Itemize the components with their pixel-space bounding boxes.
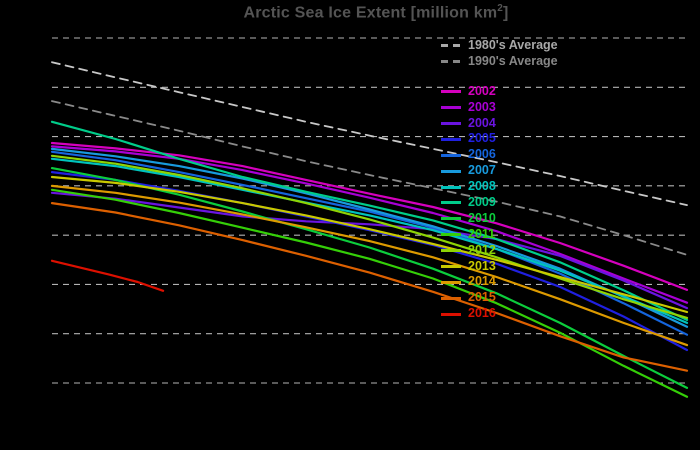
legend-label: 2014 <box>468 274 496 289</box>
chart-title-text: Arctic Sea Ice Extent [million km <box>243 4 498 22</box>
series-line-2006 <box>50 150 689 336</box>
dashed-line-icon <box>441 44 461 47</box>
line-swatch-icon <box>441 169 461 173</box>
series-line-2015 <box>50 202 689 372</box>
series-line-1990-s-average <box>51 100 688 256</box>
legend-label: 2013 <box>468 258 496 273</box>
legend-item-2015: 2015 <box>441 290 558 306</box>
legend-item-2010: 2010 <box>441 211 558 227</box>
legend-group-averages: 1980's Average 1990's Average <box>441 38 558 70</box>
line-swatch-icon <box>441 106 461 110</box>
legend-item-2013: 2013 <box>441 259 558 275</box>
legend-label: 2004 <box>468 115 496 130</box>
legend-item-2014: 2014 <box>441 274 558 290</box>
series-line-2003 <box>50 145 689 304</box>
dashed-line-icon <box>441 60 461 63</box>
line-swatch-icon <box>441 265 461 269</box>
legend-label: 2008 <box>468 179 496 194</box>
legend-label: 2015 <box>468 290 496 305</box>
line-swatch-icon <box>441 217 461 221</box>
line-swatch-icon <box>441 249 461 253</box>
line-swatch-icon <box>441 201 461 205</box>
series-line-2012 <box>50 154 689 319</box>
legend-item-1990-s-average: 1990's Average <box>441 54 558 70</box>
legend-label: 2009 <box>468 195 496 210</box>
line-swatch-icon <box>441 233 461 237</box>
line-swatch-icon <box>441 312 461 316</box>
legend-item-2004: 2004 <box>441 116 558 132</box>
legend-label: 2010 <box>468 210 496 225</box>
series-line-2013 <box>50 175 689 314</box>
legend-item-2006: 2006 <box>441 147 558 163</box>
legend-label: 2006 <box>468 147 496 162</box>
series-line-2010 <box>50 167 689 389</box>
line-swatch-icon <box>441 296 461 300</box>
line-swatch-icon <box>441 153 461 157</box>
legend-label: 2011 <box>468 226 496 241</box>
legend-label: 2002 <box>468 83 496 98</box>
series-line-1980-s-average <box>51 61 688 207</box>
legend-label: 2012 <box>468 242 496 257</box>
legend-item-2008: 2008 <box>441 179 558 195</box>
legend-label: 1980's Average <box>468 38 558 52</box>
line-swatch-icon <box>441 185 461 189</box>
line-swatch-icon <box>441 122 461 125</box>
legend-item-2003: 2003 <box>441 100 558 116</box>
series-line-2016 <box>50 259 165 292</box>
legend-item-2005: 2005 <box>441 131 558 147</box>
series-line-2014 <box>50 184 689 347</box>
legend-label: 2005 <box>468 131 496 146</box>
legend-item-2007: 2007 <box>441 163 558 179</box>
series-line-2008 <box>50 157 689 324</box>
legend-group-gap <box>441 70 558 84</box>
legend-item-2011: 2011 <box>441 227 558 243</box>
line-swatch-icon <box>441 280 461 284</box>
line-swatch-icon <box>441 137 461 141</box>
chart-title: Arctic Sea Ice Extent [million km2] <box>52 3 700 22</box>
series-line-2011 <box>50 188 689 398</box>
legend-item-2016: 2016 <box>441 306 558 322</box>
legend-item-2009: 2009 <box>441 195 558 211</box>
legend-group-years: 2002 2003 2004 2005 2006 2007 2008 2009 2010 2011… <box>441 84 558 322</box>
line-swatch-icon <box>441 90 461 94</box>
legend: 1980's Average 1990's Average 2002 2003 2004… <box>441 38 558 322</box>
legend-label: 2007 <box>468 163 496 178</box>
legend-label: 2003 <box>468 99 496 114</box>
legend-item-1980-s-average: 1980's Average <box>441 38 558 54</box>
legend-label: 1990's Average <box>468 53 558 68</box>
chart-title-bracket: ] <box>503 4 509 22</box>
legend-item-2012: 2012 <box>441 243 558 259</box>
legend-label: 2016 <box>468 306 496 321</box>
series-line-2009 <box>50 120 689 321</box>
series-line-2004 <box>50 191 689 310</box>
legend-item-2002: 2002 <box>441 84 558 100</box>
chart-title-superscript: 2 <box>497 3 504 14</box>
